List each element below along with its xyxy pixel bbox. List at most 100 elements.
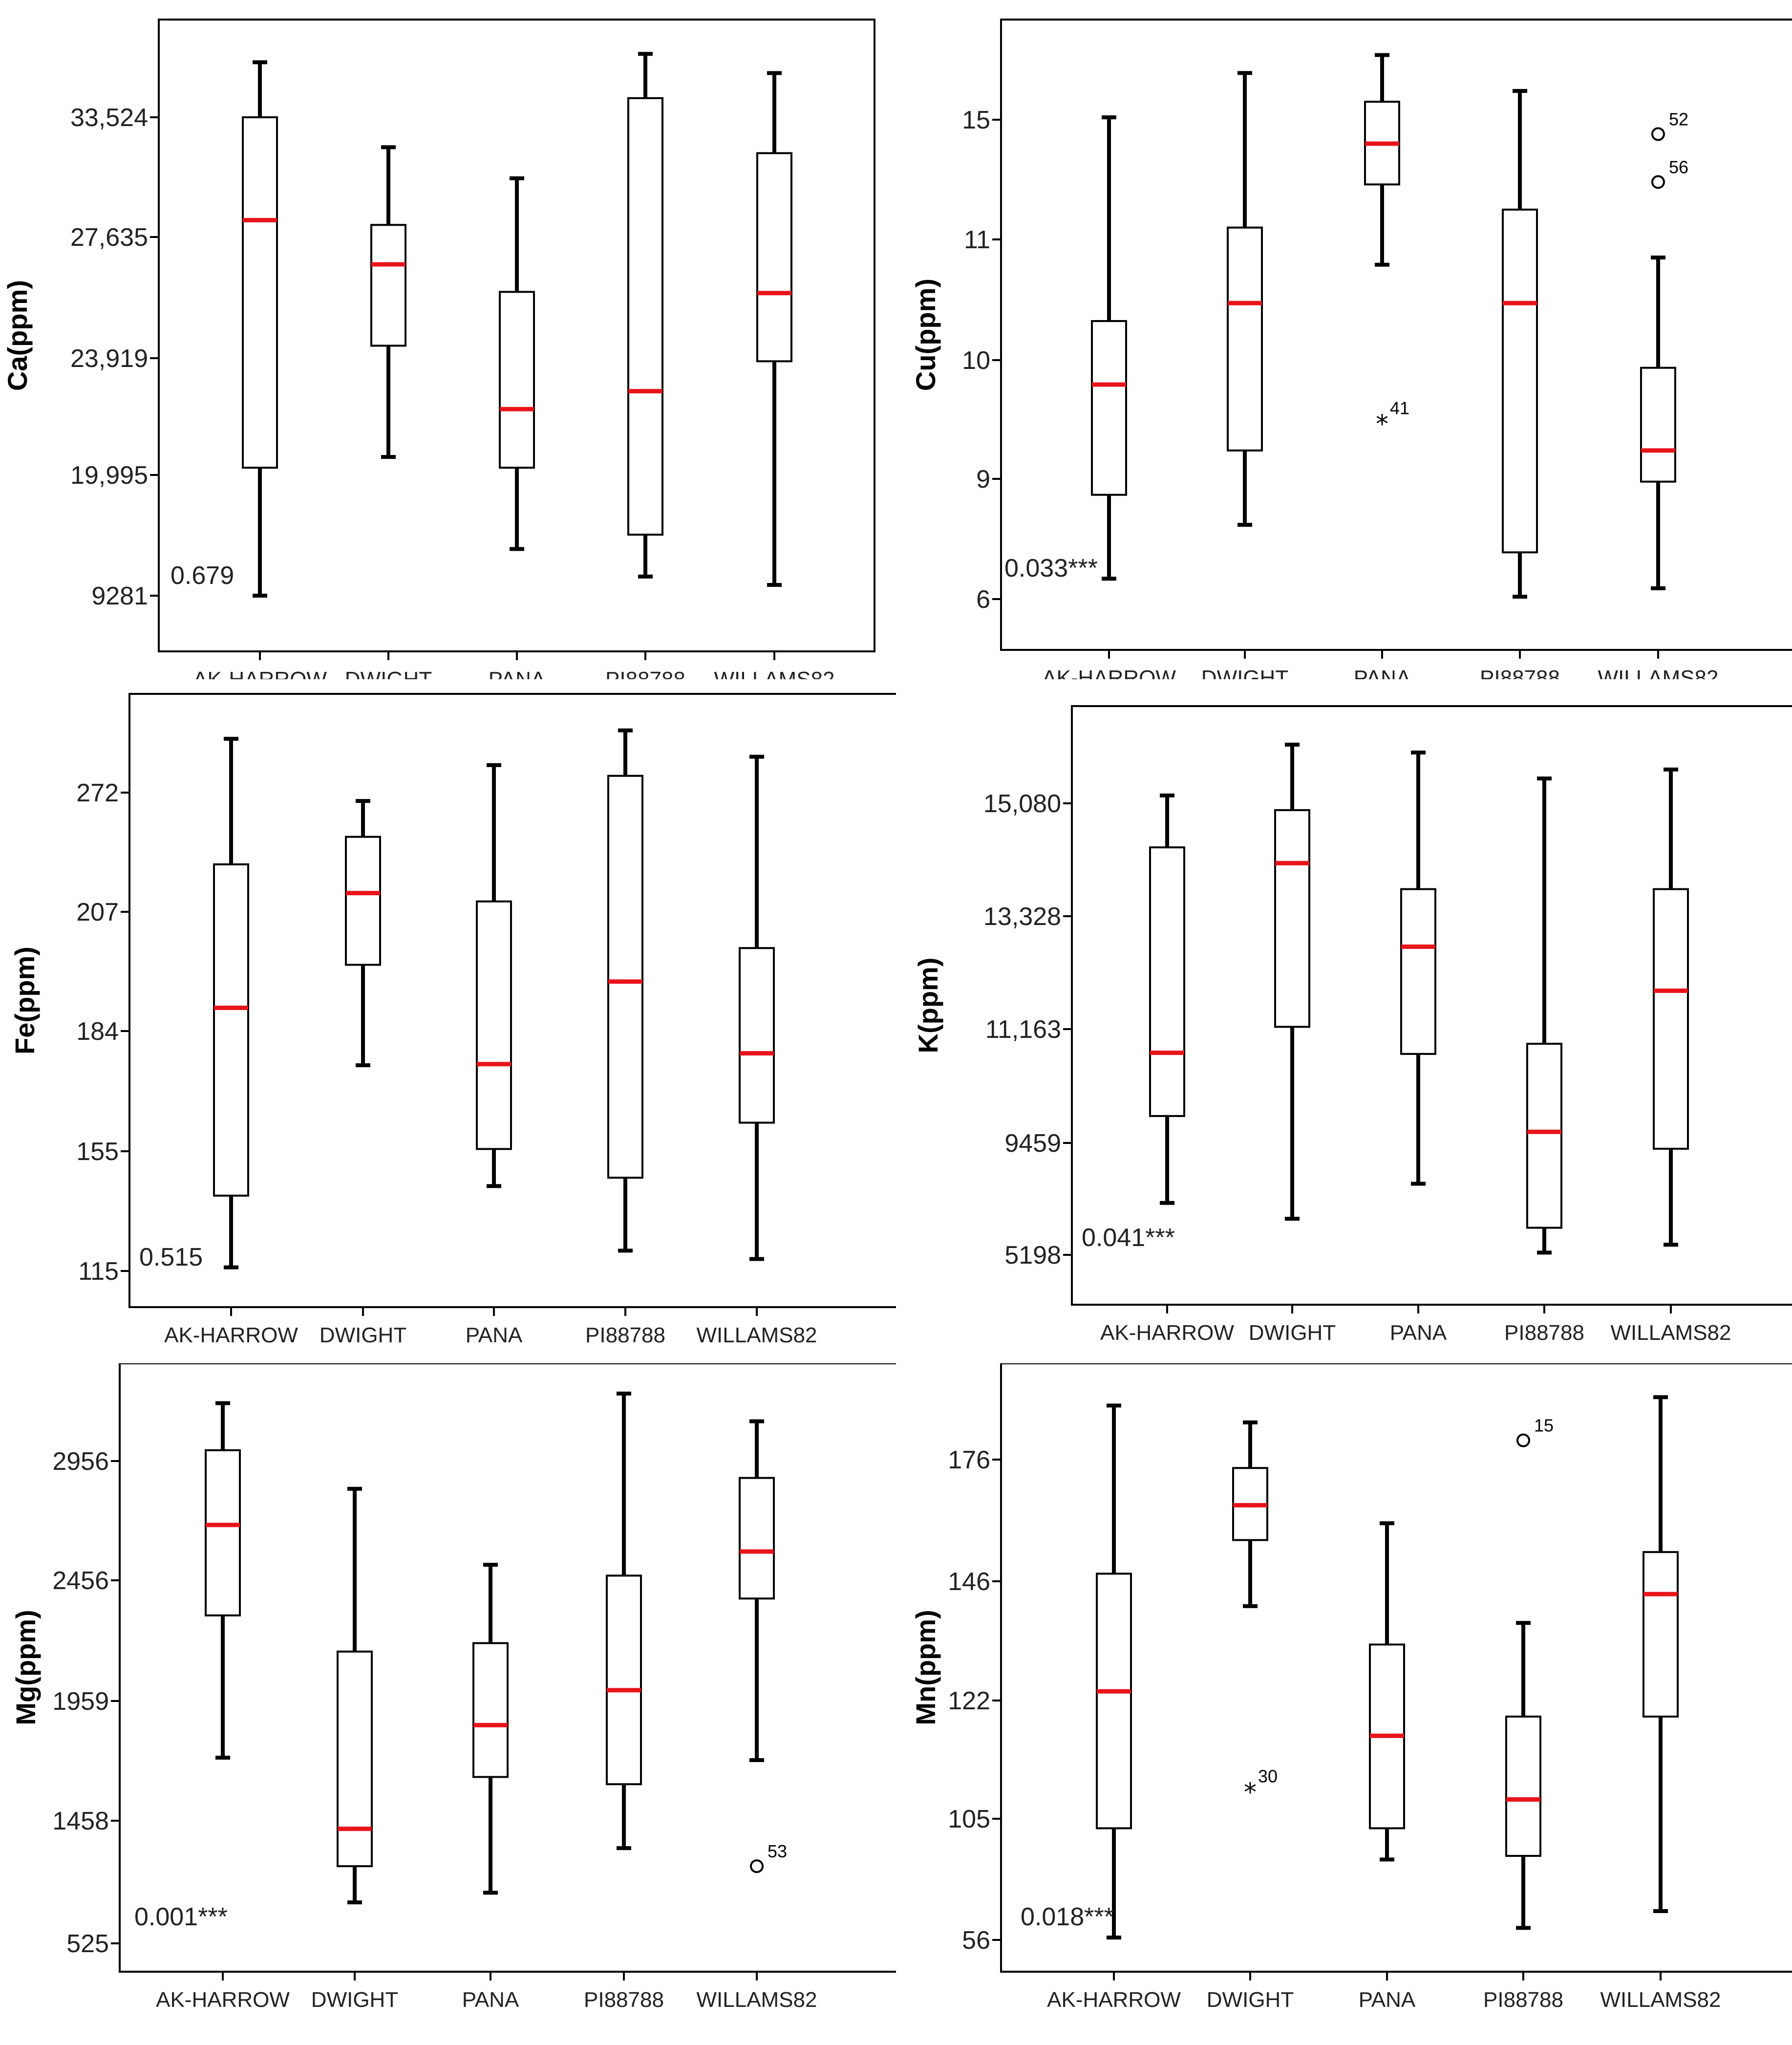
box-group: [756, 71, 792, 587]
y-tick-label: 1959: [52, 1687, 109, 1716]
y-tick-label: 13,328: [983, 903, 1061, 931]
boxplot-panel: 525 1458 1959 2456 2956 Mg(ppm) AK-HARROW DWIGH…: [0, 1362, 983, 2045]
y-tick-label: 9281: [91, 582, 148, 610]
iqr-box: [345, 836, 381, 966]
x-category-label: DWIGHT: [1249, 1321, 1336, 1345]
boxplot-svg: 56 105 122 146 176 Mn(ppm) AK-HARROW DWIGHT PANA…: [910, 1362, 1792, 2012]
boxplot-panel: 115 155 184 207 272 Fe(ppm) AK-HARROW DWIGHT PAN…: [0, 689, 990, 1371]
iqr-box: [1149, 846, 1185, 1117]
x-category-label: PI88788: [605, 667, 685, 679]
box-group: [739, 1419, 775, 1762]
x-category-label: PI88788: [1504, 1321, 1584, 1345]
iqr-box: [606, 1574, 642, 1786]
iqr-box: [1643, 1551, 1679, 1718]
boxplot-panel: 56 105 122 146 176 Mn(ppm) AK-HARROW DWIGHT PANA…: [896, 1362, 1792, 2045]
box-group: [1227, 71, 1263, 527]
y-tick-label: 184: [76, 1017, 119, 1046]
iqr-box: [499, 291, 535, 469]
y-axis-title: Fe(ppm): [9, 947, 40, 1055]
box-group: [1653, 767, 1689, 1247]
y-tick-label: 272: [76, 779, 119, 807]
y-tick-label: 115: [78, 1257, 119, 1286]
x-category-label: AK-HARROW: [164, 1323, 298, 1347]
x-category-label: PANA: [489, 667, 546, 679]
y-tick-label: 2956: [52, 1447, 109, 1476]
iqr-box: [1502, 208, 1538, 554]
y-tick-label: 15: [962, 106, 990, 134]
x-category-label: AK-HARROW: [193, 667, 327, 679]
box-group: [242, 60, 278, 598]
box-group: [345, 799, 381, 1068]
y-tick-label: 11,163: [985, 1015, 1061, 1044]
iqr-box: [242, 116, 278, 469]
y-tick-label: 56: [962, 1926, 990, 1955]
y-tick-label: 155: [76, 1138, 119, 1166]
outlier-point: [750, 1859, 764, 1873]
x-category-label: AK-HARROW: [156, 1988, 290, 2012]
p-value-label: 0.515: [139, 1243, 203, 1271]
x-category-label: DWIGHT: [345, 667, 432, 679]
y-axis-title: Mn(ppm): [910, 1610, 941, 1725]
box-group: [476, 763, 512, 1188]
box-group: [1232, 1420, 1268, 1608]
y-tick-label: 33,524: [70, 104, 148, 132]
y-axis-title: Mg(ppm): [10, 1610, 41, 1725]
iqr-box: [607, 775, 643, 1179]
iqr-box: [337, 1650, 373, 1868]
p-value-label: 0.033***: [1004, 554, 1098, 582]
x-category-label: WILLAMS82: [1611, 1321, 1731, 1345]
x-category-label: PANA: [1354, 666, 1411, 679]
y-tick-label: 9459: [1004, 1129, 1061, 1158]
x-category-label: PI88788: [1480, 666, 1560, 679]
y-tick-label: 27,635: [70, 223, 148, 252]
box-group: [1364, 53, 1400, 267]
box-group: [1400, 751, 1436, 1186]
x-category-label: PANA: [1390, 1321, 1447, 1345]
outlier-label: 52: [1669, 109, 1688, 129]
boxplot-svg: 5198 9459 11,163 13,328 15,080 K(ppm) AK-HARRO…: [913, 705, 1792, 1345]
iqr-box: [472, 1642, 509, 1778]
iqr-box: [1526, 1043, 1562, 1229]
x-category-label: DWIGHT: [1201, 666, 1288, 679]
box-group: [1274, 742, 1310, 1221]
box-group: [739, 754, 775, 1261]
outlier-label: 56: [1669, 157, 1688, 177]
outlier-point: [1651, 175, 1665, 189]
p-value-label: 0.041***: [1082, 1224, 1175, 1252]
x-category-label: PI88788: [584, 1988, 664, 2012]
y-tick-label: 146: [948, 1568, 990, 1596]
iqr-box: [739, 947, 775, 1124]
x-category-label: DWIGHT: [311, 1988, 398, 2012]
x-category-label: WILLAMS82: [697, 1323, 817, 1347]
outlier-label: 53: [768, 1841, 787, 1861]
x-category-label: WILLAMS82: [1600, 1988, 1721, 2012]
boxplot-svg: 9281 19,995 23,919 27,635 33,524 Ca(ppm) AK-HA…: [2, 19, 875, 691]
boxplot-svg: 6 9 10 11 15 Cu(ppm) AK-HARROW DWIGHT PANA PI8878…: [910, 19, 1792, 690]
box-group: [1640, 256, 1676, 590]
x-category-label: AK-HARROW: [1047, 1988, 1181, 2012]
outlier-label: 15: [1534, 1416, 1554, 1436]
extreme-point: *: [1244, 1778, 1257, 1807]
x-category-label: WILLAMS82: [697, 1988, 817, 2012]
y-tick-label: 122: [948, 1687, 990, 1715]
y-tick-label: 105: [948, 1805, 990, 1833]
x-category-label: PI88788: [1483, 1988, 1563, 2012]
boxplot-svg: 115 155 184 207 272 Fe(ppm) AK-HARROW DWIGHT PAN…: [9, 693, 990, 1347]
x-category-label: WILLAMS82: [1598, 666, 1719, 679]
iqr-box: [627, 97, 663, 536]
y-axis-title: K(ppm): [913, 958, 943, 1054]
iqr-box: [1091, 320, 1127, 496]
boxplot-panel: 9281 19,995 23,919 27,635 33,524 Ca(ppm) AK-HA…: [0, 0, 896, 691]
x-category-label: DWIGHT: [320, 1323, 406, 1347]
x-category-label: PANA: [466, 1323, 523, 1347]
y-tick-label: 11: [964, 226, 990, 254]
x-category-label: AK-HARROW: [1100, 1321, 1234, 1345]
extreme-label: 30: [1258, 1766, 1278, 1786]
x-category-label: WILLAMS82: [714, 667, 835, 679]
y-axis-title: Cu(ppm): [910, 279, 941, 391]
y-tick-label: 176: [948, 1446, 990, 1474]
iqr-box: [370, 224, 406, 347]
y-tick-label: 10: [962, 346, 990, 375]
box-group: [337, 1486, 373, 1905]
box-group: [205, 1401, 241, 1760]
